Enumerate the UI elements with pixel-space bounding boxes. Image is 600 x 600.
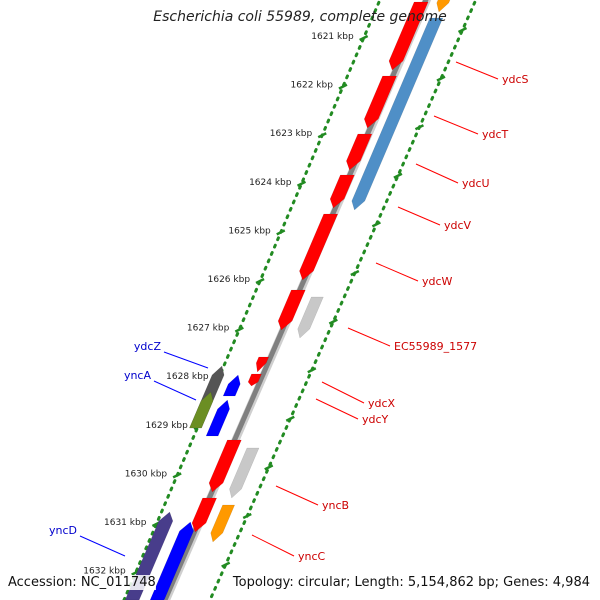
dotted-axis-lines xyxy=(122,0,478,600)
tick-mark xyxy=(221,561,231,568)
tick-label: 1621 kbp xyxy=(311,32,354,42)
pseudogene-arrow xyxy=(297,296,324,339)
gene-label-ydcs: ydcS xyxy=(502,73,529,86)
tick-label: 1622 kbp xyxy=(291,81,334,91)
label-leader-line xyxy=(375,262,419,282)
forward-gene-arrow xyxy=(346,133,373,171)
tick-mark xyxy=(255,277,265,285)
tick-label: 1630 kbp xyxy=(125,469,168,479)
reverse-gene-arrow xyxy=(222,374,241,397)
gene-label-ydct: ydcT xyxy=(482,128,509,141)
tick-mark xyxy=(393,172,403,179)
label-leader-line xyxy=(163,351,209,369)
gene-label-ec55989_1577: EC55989_1577 xyxy=(394,340,477,353)
label-leader-lines xyxy=(79,61,499,557)
olive-gene-arrow xyxy=(189,391,214,429)
forward-gene-arrow xyxy=(363,75,397,129)
feature-arrows xyxy=(124,0,451,600)
tick-mark xyxy=(296,180,307,187)
tick-mark xyxy=(457,26,468,34)
gene-label-yncc: yncC xyxy=(298,550,326,563)
forward-gene-arrow xyxy=(277,289,306,331)
tick-mark xyxy=(276,229,286,236)
forward-gene-arrow xyxy=(329,174,355,209)
label-leader-line xyxy=(251,534,295,557)
steelblue-feature-arrow xyxy=(351,17,444,211)
tick-label: 1631 kbp xyxy=(104,518,147,528)
label-leader-line xyxy=(153,380,197,401)
tick-label: 1627 kbp xyxy=(187,324,230,334)
label-leader-line xyxy=(315,398,359,420)
gene-label-ydcv: ydcV xyxy=(444,219,472,232)
tick-mark xyxy=(338,83,348,90)
orange-feature-arrow xyxy=(210,504,236,543)
gene-label-ydcy: ydcY xyxy=(362,413,389,426)
gene-label-yncd: yncD xyxy=(49,524,77,537)
reverse-gene-arrow xyxy=(149,521,194,600)
tick-mark xyxy=(371,221,381,228)
forward-gene-arrow xyxy=(247,373,262,387)
tick-mark xyxy=(317,132,327,139)
tick-label: 1626 kbp xyxy=(208,275,251,285)
tick-mark xyxy=(242,512,252,520)
gene-label-ydcw: ydcW xyxy=(422,275,453,288)
tick-mark xyxy=(359,34,369,42)
label-leader-line xyxy=(415,163,459,184)
label-leader-line xyxy=(455,61,499,80)
outer-axis-dotted-line xyxy=(208,0,478,600)
tick-mark xyxy=(414,124,424,131)
tick-label: 1624 kbp xyxy=(249,178,292,188)
label-leader-line xyxy=(275,485,319,506)
forward-gene-arrow xyxy=(299,213,339,281)
forward-gene-arrow xyxy=(208,439,242,493)
feature-labels: 1621 kbp 1622 kbp 1623 kbp 1624 kbp 1625 kbp… xyxy=(49,32,529,577)
forward-gene-arrow xyxy=(191,497,218,533)
tick-label: 1632 kbp xyxy=(83,567,126,577)
gene-label-ydcz: ydcZ xyxy=(134,340,162,353)
genome-summary-text: Topology: circular; Length: 5,154,862 bp… xyxy=(232,575,590,590)
tick-label: 1629 kbp xyxy=(145,421,188,431)
label-leader-line xyxy=(397,206,441,226)
tick-mark xyxy=(234,326,244,333)
tick-mark xyxy=(172,472,182,479)
tick-mark xyxy=(350,269,360,277)
tick-label: 1625 kbp xyxy=(228,226,271,236)
tick-mark xyxy=(436,75,446,82)
tick-label: 1628 kbp xyxy=(166,372,209,382)
tick-mark xyxy=(285,415,295,422)
inner-axis-dotted-line xyxy=(122,0,382,600)
accession-text: Accession: NC_011748 xyxy=(8,575,156,590)
forward-gene-arrow xyxy=(388,1,429,71)
tick-mark xyxy=(328,318,338,325)
gene-label-ydcx: ydcX xyxy=(368,397,396,410)
gene-label-ydcu: ydcU xyxy=(462,177,490,190)
label-leader-line xyxy=(347,327,391,347)
tick-mark xyxy=(264,464,274,471)
forward-gene-arrow xyxy=(255,356,270,373)
label-leader-line xyxy=(79,535,126,557)
label-leader-line xyxy=(433,115,479,135)
pseudogene-arrow xyxy=(229,447,260,499)
label-leader-line xyxy=(321,381,365,404)
tick-label: 1623 kbp xyxy=(270,129,313,139)
map-title: Escherichia coli 55989, complete genome xyxy=(153,9,447,25)
reverse-gene-arrow xyxy=(205,399,230,437)
orange-feature-arrow xyxy=(436,0,451,13)
tick-mark xyxy=(307,367,317,374)
gene-label-yncb: yncB xyxy=(322,499,349,512)
gene-label-ynca: yncA xyxy=(124,369,152,382)
